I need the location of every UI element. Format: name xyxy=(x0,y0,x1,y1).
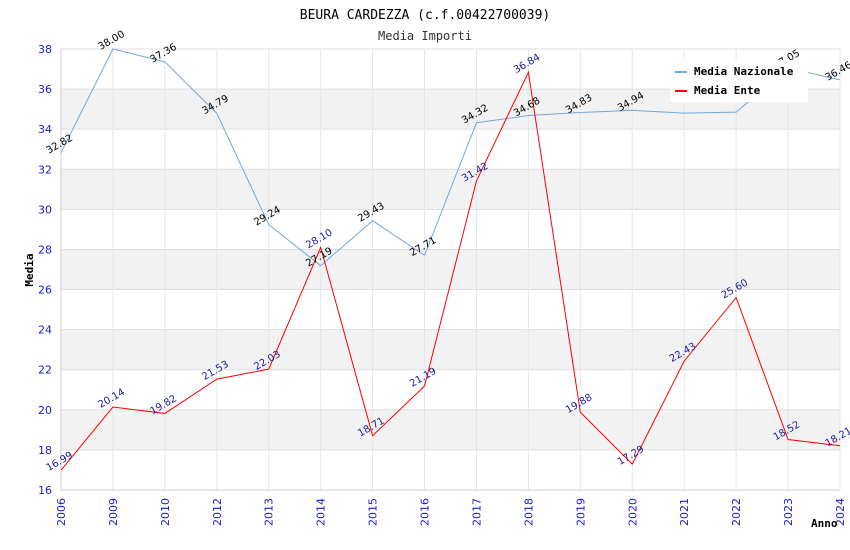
legend-box xyxy=(670,60,808,102)
y-axis-label: Media xyxy=(23,253,36,286)
chart-subtitle: Media Importi xyxy=(378,29,472,43)
x-tick-label: 2023 xyxy=(782,498,795,526)
y-tick-label: 24 xyxy=(38,324,52,337)
grid-band xyxy=(61,329,840,370)
series-line-media-nazionale xyxy=(60,48,841,267)
y-tick-label: 26 xyxy=(38,284,52,297)
x-tick-label: 2009 xyxy=(107,498,120,526)
grid-band xyxy=(61,409,840,450)
x-tick-label: 2014 xyxy=(315,498,328,526)
y-tick-label: 36 xyxy=(38,83,52,96)
x-tick-label: 2022 xyxy=(730,498,743,526)
axes xyxy=(60,49,841,491)
x-axis-ticks: 2006 2009 2010 2012 2013 2014 2015 2016 2017 2018… xyxy=(55,498,847,526)
grid-bands xyxy=(61,89,840,450)
x-tick-label: 2010 xyxy=(159,498,172,526)
x-tick-label: 2015 xyxy=(367,498,380,526)
legend-label-media-nazionale: Media Nazionale xyxy=(694,65,794,78)
x-tick-label: 2006 xyxy=(55,498,68,526)
x-tick-label: 2020 xyxy=(626,498,639,526)
chart-title: BEURA CARDEZZA (c.f.00422700039) xyxy=(300,8,550,23)
data-label-media-nazionale: 36.46 xyxy=(824,60,850,84)
x-tick-label: 2013 xyxy=(263,498,276,526)
legend: Media Nazionale Media Ente xyxy=(670,60,808,102)
y-tick-label: 18 xyxy=(38,444,52,457)
y-tick-label: 22 xyxy=(38,364,52,377)
x-tick-label: 2018 xyxy=(522,498,535,526)
y-axis-ticks: 16 18 20 22 24 26 28 30 32 34 36 38 xyxy=(38,43,52,497)
data-label-media-ente: 36.84 xyxy=(512,52,542,76)
x-tick-label: 2021 xyxy=(678,498,691,526)
series-line-media-ente xyxy=(60,70,841,471)
x-tick-label: 2019 xyxy=(574,498,587,526)
x-tick-label: 2024 xyxy=(834,498,847,526)
y-tick-label: 32 xyxy=(38,163,52,176)
x-tick-label: 2017 xyxy=(470,498,483,526)
data-label-media-ente: 20.14 xyxy=(97,387,127,411)
y-tick-label: 34 xyxy=(38,123,52,136)
x-tick-label: 2016 xyxy=(419,498,432,526)
x-tick-label: 2012 xyxy=(211,498,224,526)
y-tick-label: 16 xyxy=(38,484,52,497)
series-group xyxy=(60,48,841,471)
legend-label-media-ente: Media Ente xyxy=(694,84,761,97)
y-tick-label: 38 xyxy=(38,43,52,56)
y-tick-label: 30 xyxy=(38,203,52,216)
y-tick-label: 28 xyxy=(38,243,52,256)
data-label-media-nazionale: 32.82 xyxy=(45,133,75,157)
x-axis-label: Anno xyxy=(811,517,838,530)
y-tick-label: 20 xyxy=(38,404,52,417)
